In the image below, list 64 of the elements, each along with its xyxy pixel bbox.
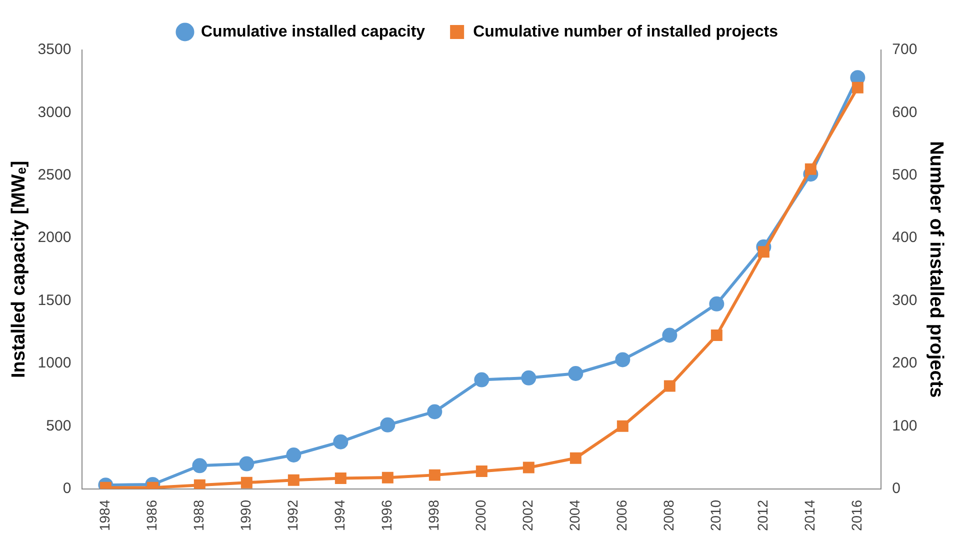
point [568, 366, 584, 381]
y-axis-title: Installed capacity [MWₑ] [8, 160, 30, 378]
x-tick-label: 1990 [238, 500, 254, 532]
point [709, 296, 724, 312]
x-tick-label: 2012 [754, 500, 771, 532]
point [380, 417, 396, 432]
x-tick-label: 2004 [566, 500, 583, 532]
point [852, 82, 864, 94]
x-tick-label: 1988 [190, 500, 207, 532]
point [382, 472, 394, 484]
x-tick-label: 1998 [426, 500, 442, 532]
y2-tick-label: 400 [892, 229, 918, 246]
point [474, 372, 490, 388]
y2-tick-label: 700 [892, 41, 918, 58]
y2-tick-label: 500 [892, 166, 918, 184]
y-tick-label: 3000 [38, 104, 72, 121]
point [521, 370, 536, 386]
point [522, 462, 534, 474]
point [758, 246, 770, 258]
point [192, 458, 208, 474]
x-tick-label: 1994 [332, 500, 348, 532]
y2-tick-label: 600 [892, 104, 918, 121]
x-tick-label: 1996 [378, 500, 395, 532]
point [288, 474, 300, 486]
y2-tick-label: 0 [892, 480, 901, 497]
x-tick-label: 2006 [614, 500, 630, 532]
y-tick-label: 3500 [38, 41, 72, 58]
x-tick-label: 1992 [284, 500, 301, 532]
y2-tick-label: 200 [892, 354, 918, 372]
y-tick-label: 500 [46, 417, 72, 434]
y-tick-label: 2000 [38, 229, 72, 246]
y-tick-label: 1000 [38, 354, 72, 372]
x-tick-label: 2008 [660, 500, 677, 532]
point [333, 434, 348, 450]
x-tick-label: 2010 [708, 500, 724, 532]
x-tick-label: 1986 [144, 500, 160, 532]
x-tick-label: 2016 [848, 500, 865, 532]
point [662, 328, 678, 343]
point [615, 352, 630, 368]
point [334, 472, 346, 484]
y2-tick-label: 300 [892, 292, 918, 309]
point [804, 163, 816, 175]
legend-label: Cumulative installed capacity [200, 23, 426, 40]
y-tick-label: 0 [62, 480, 72, 497]
x-tick-label: 2014 [802, 500, 818, 532]
y-tick-label: 1500 [38, 292, 72, 309]
point [194, 479, 206, 489]
legend-label: Cumulative number of installed projects [473, 23, 778, 40]
point [240, 476, 252, 488]
point [570, 452, 582, 464]
y2-tick-label: 100 [892, 417, 918, 434]
y2-axis-title: Number of installed projects [925, 141, 946, 398]
point [427, 404, 442, 420]
point [476, 466, 488, 478]
point [664, 380, 676, 392]
x-tick-label: 2000 [472, 500, 489, 532]
point [710, 330, 722, 341]
y-tick-label: 2500 [38, 166, 72, 184]
point [616, 420, 628, 432]
point [286, 448, 302, 462]
point [239, 456, 254, 472]
point [428, 469, 440, 481]
x-tick-label: 1984 [96, 500, 113, 532]
x-tick-label: 2002 [520, 500, 536, 532]
